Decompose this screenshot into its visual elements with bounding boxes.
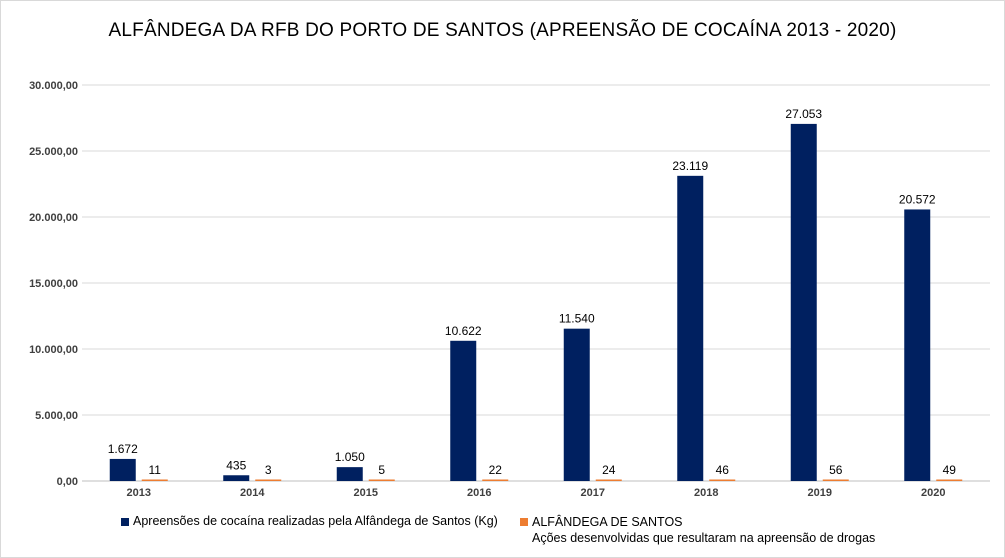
bar-seizures xyxy=(109,458,136,481)
x-tick-label: 2016 xyxy=(467,487,491,499)
y-tick-label: 0,00 xyxy=(57,476,78,488)
bar-actions xyxy=(822,479,849,481)
data-label-seizures: 435 xyxy=(226,458,246,472)
bar-seizures xyxy=(223,475,250,481)
data-label-actions: 49 xyxy=(943,463,957,477)
bar-actions xyxy=(255,479,282,481)
bar-seizures xyxy=(563,328,590,481)
y-tick-label: 25.000,00 xyxy=(29,146,78,158)
legend-label-actions: ALFÂNDEGA DE SANTOS xyxy=(532,515,683,529)
data-label-seizures: 1.050 xyxy=(335,450,365,464)
x-tick-label: 2018 xyxy=(694,487,718,499)
bar-seizures xyxy=(450,340,477,481)
data-label-seizures: 23.119 xyxy=(672,159,708,173)
data-label-seizures: 10.622 xyxy=(445,324,482,338)
data-label-actions: 24 xyxy=(602,463,616,477)
x-tick-label: 2019 xyxy=(808,487,832,499)
legend-sublabel-actions: Ações desenvolvidas que resultaram na ap… xyxy=(532,531,876,545)
chart-title: ALFÂNDEGA DA RFB DO PORTO DE SANTOS (APR… xyxy=(108,20,897,41)
x-tick-label: 2015 xyxy=(354,487,378,499)
bar-seizures xyxy=(904,209,931,482)
y-tick-label: 20.000,00 xyxy=(29,212,78,224)
x-tick-label: 2017 xyxy=(581,487,605,499)
legend-swatch-seizures xyxy=(121,518,129,526)
y-tick-label: 30.000,00 xyxy=(29,80,78,92)
bar-actions xyxy=(595,479,622,481)
y-tick-label: 10.000,00 xyxy=(29,344,78,356)
legend: Apreensões de cocaína realizadas pela Al… xyxy=(0,514,1005,554)
data-label-actions: 11 xyxy=(149,463,162,477)
legend-item-seizures[interactable]: Apreensões de cocaína realizadas pela Al… xyxy=(121,514,498,528)
bar-seizures xyxy=(790,123,817,482)
x-tick-label: 2020 xyxy=(921,487,945,499)
data-label-actions: 3 xyxy=(265,463,272,477)
x-tick-label: 2014 xyxy=(240,487,265,499)
legend-swatch-actions xyxy=(520,518,528,526)
bar-actions xyxy=(709,479,736,481)
legend-label-seizures: Apreensões de cocaína realizadas pela Al… xyxy=(133,514,498,528)
y-tick-label: 5.000,00 xyxy=(35,410,78,422)
data-label-seizures: 11.540 xyxy=(559,312,595,326)
x-tick-label: 2013 xyxy=(127,487,151,499)
data-label-actions: 22 xyxy=(489,463,503,477)
data-label-seizures: 20.572 xyxy=(899,192,936,206)
data-label-actions: 46 xyxy=(716,463,730,477)
bar-actions xyxy=(482,479,509,481)
data-label-seizures: 27.053 xyxy=(785,107,822,121)
data-label-actions: 5 xyxy=(378,463,385,477)
bar-seizures xyxy=(336,467,363,481)
bar-actions xyxy=(936,479,963,481)
legend-item-actions[interactable]: ALFÂNDEGA DE SANTOS Ações desenvolvidas … xyxy=(520,514,875,546)
bar-seizures xyxy=(677,175,704,481)
data-label-actions: 56 xyxy=(829,463,843,477)
data-label-seizures: 1.672 xyxy=(108,442,138,456)
bar-actions xyxy=(141,479,168,481)
bar-actions xyxy=(368,479,395,481)
y-tick-label: 15.000,00 xyxy=(29,278,78,290)
